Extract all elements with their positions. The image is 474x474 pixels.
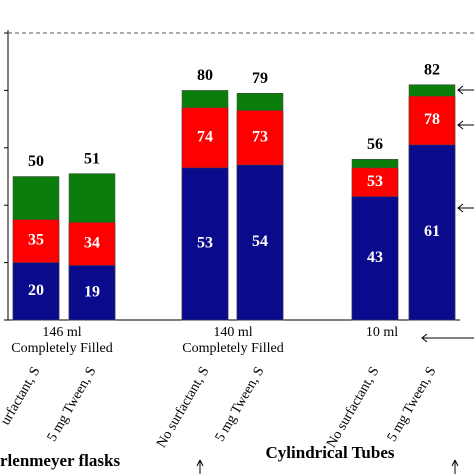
data-label: 82	[424, 61, 440, 78]
data-label: 20	[28, 282, 44, 299]
data-label: 43	[367, 249, 383, 266]
bracket	[196, 459, 459, 474]
data-label: 80	[197, 67, 213, 84]
bar	[12, 262, 60, 321]
group-label: 140 ml Completely Filled	[182, 325, 284, 356]
data-label: 73	[252, 128, 268, 145]
x-tick-label: No surfactant, S	[154, 365, 212, 451]
x-tick-label: 5 mg Tween, S	[385, 365, 440, 445]
group-label-line: Completely Filled	[11, 341, 113, 356]
data-label: 51	[84, 150, 100, 167]
group-title: Cylindrical Tubes	[266, 443, 395, 462]
bar	[236, 164, 284, 321]
data-label: 53	[367, 173, 383, 190]
arrow	[457, 203, 474, 213]
bar	[408, 144, 456, 321]
group-label-line: Completely Filled	[182, 341, 284, 356]
arrow	[421, 333, 474, 343]
data-label: 78	[424, 111, 440, 128]
x-tick-label: 5 mg Tween, S	[213, 365, 268, 445]
bar	[68, 265, 116, 321]
data-label: 50	[28, 153, 44, 170]
x-tick-label: urfactant, S	[0, 365, 43, 428]
group-label-line: 140 ml	[213, 325, 252, 340]
data-label: 61	[424, 223, 440, 240]
x-tick-label: 5 mg Tween, S	[45, 365, 100, 445]
bar	[181, 167, 229, 321]
bar	[351, 196, 399, 321]
data-label: 53	[197, 235, 213, 252]
data-label: 79	[252, 70, 268, 87]
x-tick-label: No surfactant, S	[324, 365, 382, 451]
data-label: 34	[84, 235, 100, 252]
data-label: 56	[367, 136, 383, 153]
group-label: 146 ml Completely Filled	[11, 325, 113, 356]
data-label: 35	[28, 232, 44, 249]
data-label: 19	[84, 283, 100, 300]
group-label-line: 10 ml	[366, 325, 398, 340]
group-label-line: 146 ml	[42, 325, 81, 340]
group-title: rlenmeyer flasks	[0, 451, 120, 470]
data-label: 74	[197, 128, 213, 145]
data-label: 54	[252, 233, 268, 250]
group-label: 10 ml	[366, 325, 398, 340]
annotation-arrows	[196, 85, 474, 474]
arrow	[457, 120, 474, 130]
arrow	[457, 85, 474, 95]
